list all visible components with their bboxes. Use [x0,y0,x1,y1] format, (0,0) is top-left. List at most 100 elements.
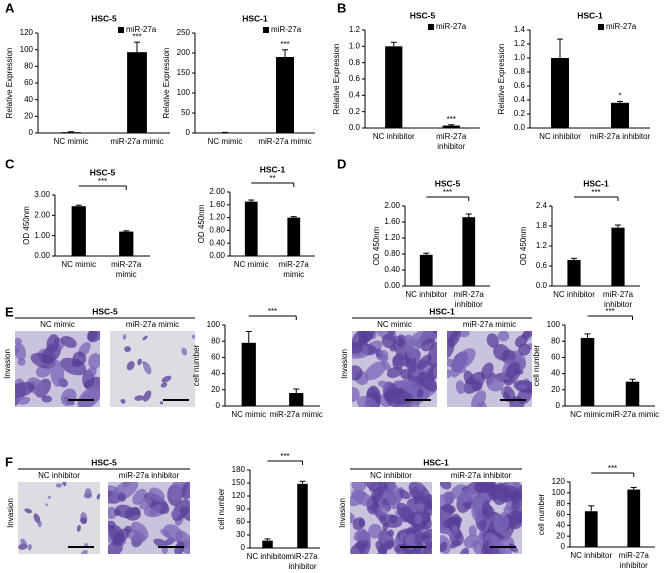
y-axis-label: Relative Expression [162,48,171,119]
cell [422,540,432,554]
cell [46,334,60,354]
cell [497,331,510,342]
significance: *** [608,464,617,473]
cell [416,482,425,491]
y-axis-label: OD 450nm [197,204,206,243]
micrograph [18,482,100,554]
legend-label: miR-27a [436,22,467,31]
panel-letter: E [5,304,14,319]
side-label: Invasion [340,349,349,379]
y-tick-label: 1.2 [514,39,526,48]
cell [392,353,405,371]
cell [108,507,118,519]
image-label: miR-27a mimic [463,320,516,329]
cell [417,354,432,370]
cell [451,524,458,533]
y-tick-label: 0.4 [349,90,361,99]
bar [442,125,460,128]
cell [459,547,470,554]
y-tick-label: 20 [24,111,33,120]
image-label: NC mimic [40,320,75,329]
cell [406,345,417,360]
cell [447,358,458,368]
cell [433,366,437,378]
bar [627,489,641,547]
cell [355,530,371,545]
cell [447,368,452,379]
y-tick-label: 1.2 [536,241,548,250]
x-tick-label: miR-27a [287,552,318,561]
bar [462,217,476,286]
cell [418,371,437,392]
cell [450,539,460,549]
significance: *** [447,115,456,124]
cell [87,331,100,343]
y-tick-label: 0.0 [536,281,548,290]
y-axis-label: Relative Expression [5,48,14,119]
x-tick-label: miR-27a inhibitor [590,132,651,141]
bar [241,342,256,406]
cell [508,543,518,553]
y-tick-label: 0.00 [384,281,400,290]
y-tick-label: 90 [236,504,245,513]
y-tick-label: 0.6 [349,74,361,83]
cell [143,361,152,375]
cell [388,514,398,524]
y-tick-label: 0 [556,401,561,410]
y-tick-label: 1.0 [349,41,361,50]
x-tick-label: mimic [283,270,304,279]
chart-title: HSC-5 [435,178,461,188]
x-tick-label: miR-27a mimic [110,137,163,146]
cell [139,497,153,510]
cell [468,525,477,537]
cell [351,482,367,492]
y-tick-label: 100 [207,320,221,329]
y-axis-label: cell number [217,488,226,530]
cell [84,488,92,498]
legend-swatch [118,27,124,33]
cell [47,495,51,499]
cell [486,376,504,392]
y-tick-label: 0.2 [514,109,526,118]
y-tick-label: 250 [177,28,191,37]
y-tick-label: 0.40 [209,238,225,247]
y-axis-label: Relative Expression [332,44,341,115]
x-tick-label: miR-27a mimic [258,137,311,146]
cell [486,333,499,348]
y-tick-label: 180 [232,465,246,474]
significance: *** [443,188,452,197]
bar [244,201,258,256]
cell [17,358,26,366]
cell [88,353,100,370]
y-tick-label: 1.20 [209,213,225,222]
y-tick-label: 40 [211,369,220,378]
y-tick-label: 0.40 [384,265,400,274]
cell [115,504,135,519]
significance: *** [132,32,141,41]
cell [381,333,397,349]
cell [350,511,356,524]
bar [567,260,581,286]
bar [127,52,147,133]
y-tick-label: 150 [177,68,191,77]
bar [611,102,629,128]
y-tick-label: 150 [232,478,246,487]
cell [413,495,421,505]
micrograph [110,331,195,407]
y-tick-label: 100 [552,488,566,497]
x-tick-label: NC inhibitor [373,132,415,141]
y-tick-label: 0.8 [349,58,361,67]
bar [580,337,595,406]
x-tick-label: miR-27a [454,290,485,299]
significance: *** [280,452,289,461]
cell [80,550,88,554]
x-tick-label: miR-27a [279,260,310,269]
legend-label: miR-27a [126,25,157,34]
y-axis-label: OD 450nm [372,226,381,265]
panel-letter: D [337,156,346,171]
chart-title: HSC-1 [242,13,268,23]
y-axis-label: Relative Expression [497,44,506,115]
significance: *** [280,40,289,49]
y-tick-label: 120 [20,28,34,37]
micrograph [447,331,532,407]
